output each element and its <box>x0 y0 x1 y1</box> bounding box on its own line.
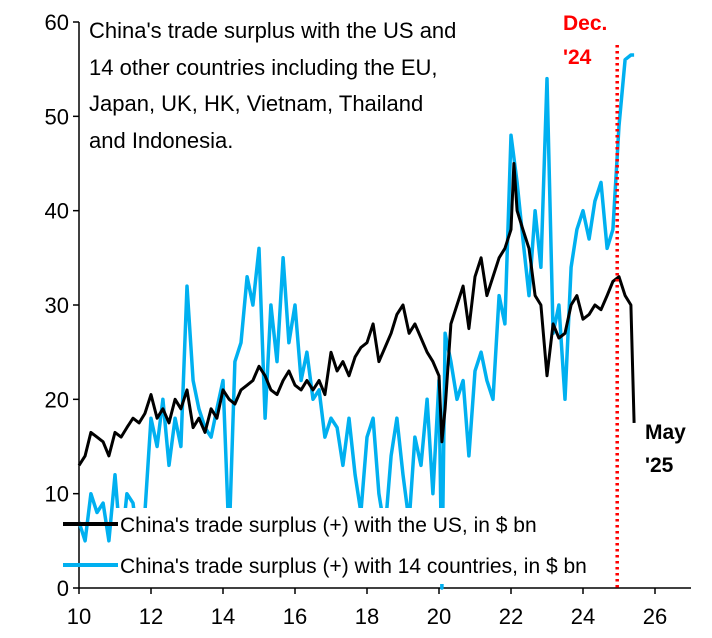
chart-title: China's trade surplus with the US and 14… <box>89 18 456 153</box>
y-tick-label: 30 <box>45 293 69 318</box>
legend-label-14: China's trade surplus (+) with 14 countr… <box>120 555 587 578</box>
may-annotation-year: '25 <box>645 454 674 477</box>
x-tick-label: 24 <box>571 604 595 629</box>
x-tick-label: 12 <box>139 604 163 629</box>
dec-annotation-label: Dec. <box>563 12 607 35</box>
x-tick-label: 14 <box>211 604 235 629</box>
y-tick-label: 60 <box>45 10 69 35</box>
title-line-1: China's trade surplus with the US and <box>89 18 456 43</box>
x-tick-label: 18 <box>355 604 379 629</box>
x-tick-label: 22 <box>499 604 523 629</box>
y-tick-label: 50 <box>45 104 69 129</box>
x-tick-label: 16 <box>283 604 307 629</box>
x-ticks: 10 12 14 16 18 20 22 24 26 <box>67 588 667 629</box>
x-tick-label: 20 <box>427 604 451 629</box>
may-annotation-label: May <box>645 421 686 444</box>
x-tick-label: 26 <box>643 604 667 629</box>
y-ticks: 0 10 20 30 40 50 60 <box>45 10 79 601</box>
y-tick-label: 20 <box>45 387 69 412</box>
dec-annotation-year: '24 <box>563 46 592 69</box>
series-line-us <box>77 162 636 467</box>
y-tick-label: 10 <box>45 482 69 507</box>
x-tick-label: 10 <box>67 604 91 629</box>
title-line-4: and Indonesia. <box>89 128 233 153</box>
legend-label-us: China's trade surplus (+) with the US, i… <box>120 514 537 537</box>
chart-legend: China's trade surplus (+) with the US, i… <box>63 508 615 584</box>
title-line-2: 14 other countries including the EU, <box>89 55 438 80</box>
legend-background <box>115 508 615 584</box>
y-tick-label: 40 <box>45 199 69 224</box>
y-tick-label: 0 <box>57 576 69 601</box>
title-line-3: Japan, UK, HK, Vietnam, Thailand <box>89 91 423 116</box>
